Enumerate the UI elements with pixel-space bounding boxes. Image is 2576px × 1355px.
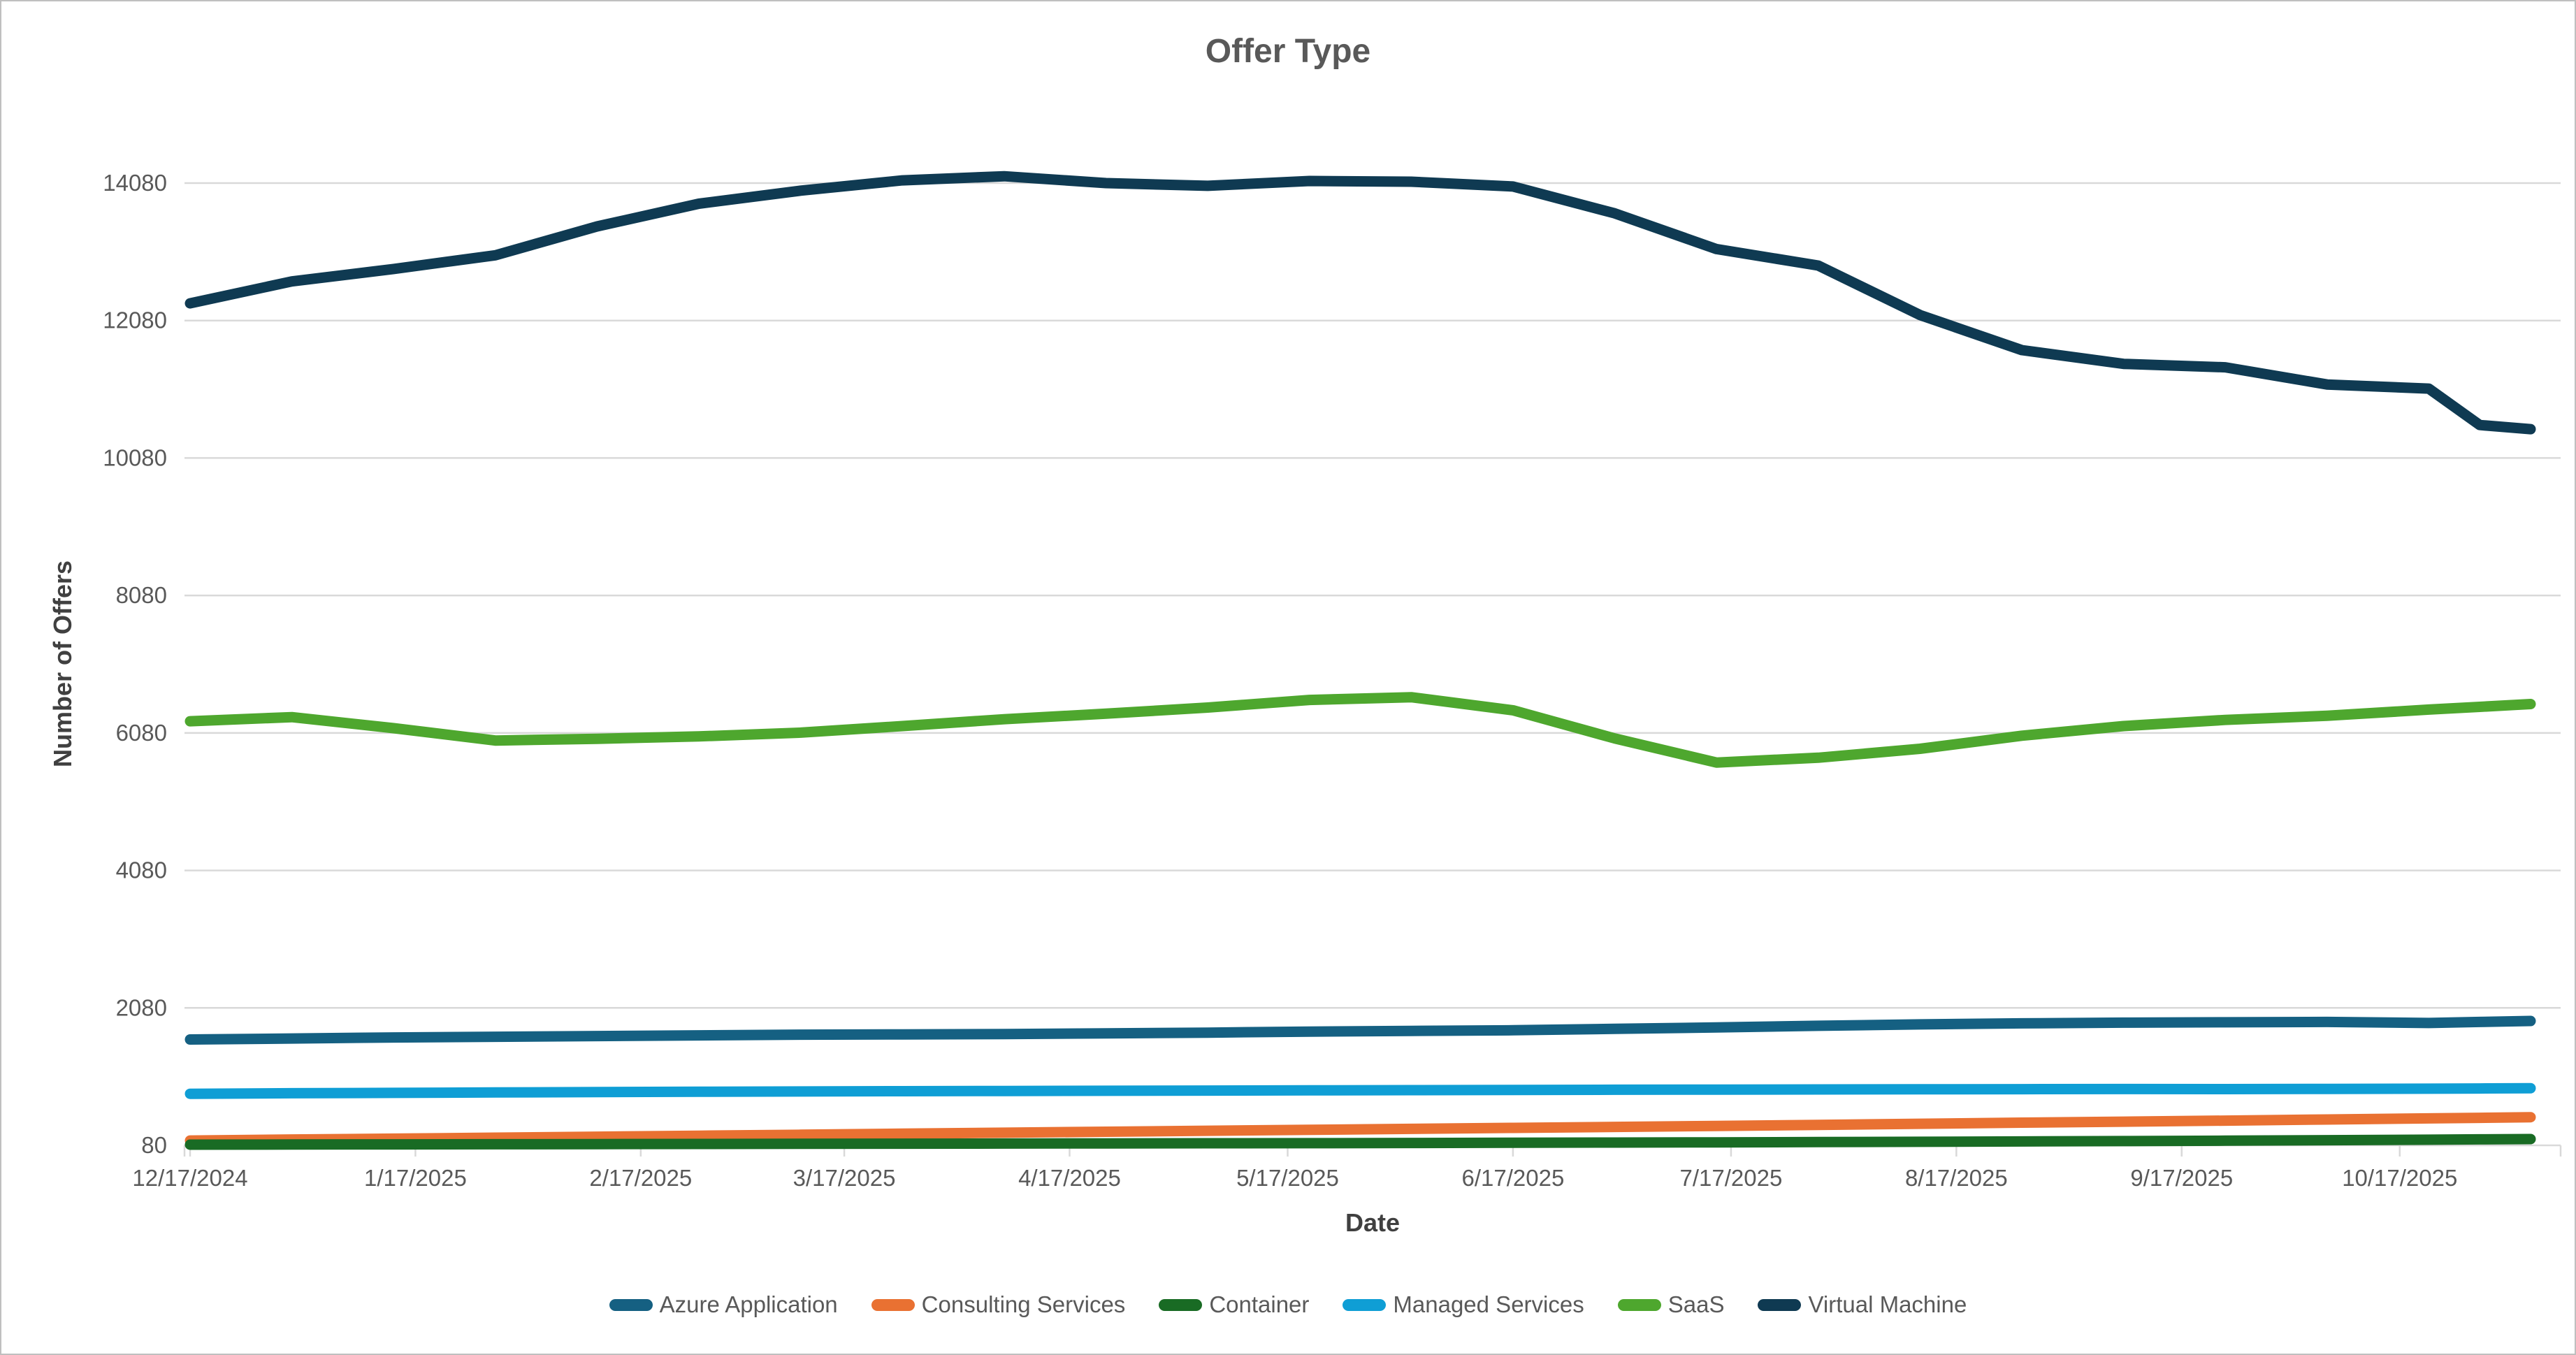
series-line-azure-application[interactable]	[184, 1015, 2536, 1045]
y-axis-tick-labels: 80 2080 4080 6080 8080 10080 12080 14080	[103, 170, 167, 1158]
y-tick-label: 10080	[103, 444, 167, 470]
chart-legend: Azure Application Consulting Services Cont…	[1, 1291, 2575, 1318]
y-tick-label: 2080	[116, 994, 167, 1020]
series-line-virtual-machine[interactable]	[184, 171, 2536, 435]
x-tick-label: 7/17/2025	[1680, 1165, 1783, 1191]
x-tick-label: 8/17/2025	[1905, 1165, 2008, 1191]
legend-item-saas[interactable]: SaaS	[1617, 1291, 1725, 1318]
chart-title: Offer Type	[1205, 33, 1371, 70]
legend-swatch-azure-application	[609, 1298, 653, 1311]
legend-item-consulting-services[interactable]: Consulting Services	[871, 1291, 1126, 1318]
legend-label-container: Container	[1209, 1291, 1310, 1317]
legend-label-azure-application: Azure Application	[659, 1291, 838, 1317]
x-tick-label: 10/17/2025	[2342, 1165, 2457, 1191]
legend-label-consulting-services: Consulting Services	[921, 1291, 1126, 1317]
series-line-managed-services[interactable]	[184, 1082, 2536, 1099]
legend-swatch-container	[1159, 1298, 1203, 1311]
y-tick-label: 6080	[116, 720, 167, 746]
x-tick-label: 9/17/2025	[2130, 1165, 2233, 1191]
legend-item-virtual-machine[interactable]: Virtual Machine	[1758, 1291, 1967, 1318]
x-tick-label: 1/17/2025	[364, 1165, 467, 1191]
legend-label-saas: SaaS	[1667, 1291, 1725, 1317]
legend-item-container[interactable]: Container	[1159, 1291, 1309, 1318]
series-line-container[interactable]	[184, 1133, 2536, 1150]
y-tick-label: 12080	[103, 307, 167, 333]
x-tick-label: 2/17/2025	[589, 1165, 692, 1191]
x-tick-label: 12/17/2024	[132, 1165, 247, 1191]
gridlines	[184, 182, 2561, 1147]
legend-item-managed-services[interactable]: Managed Services	[1343, 1291, 1584, 1318]
series-line-saas[interactable]	[184, 692, 2536, 768]
legend-label-managed-services: Managed Services	[1393, 1291, 1584, 1317]
x-tick-label: 5/17/2025	[1236, 1165, 1339, 1191]
legend-label-virtual-machine: Virtual Machine	[1808, 1291, 1967, 1317]
x-axis-title: Date	[1345, 1208, 1401, 1237]
x-tick-label: 6/17/2025	[1462, 1165, 1565, 1191]
x-tick-label: 4/17/2025	[1018, 1165, 1121, 1191]
legend-swatch-managed-services	[1343, 1298, 1387, 1311]
legend-item-azure-application[interactable]: Azure Application	[609, 1291, 838, 1318]
series-line-consulting-services[interactable]	[184, 1112, 2536, 1146]
y-tick-label: 8080	[116, 582, 167, 608]
y-tick-label: 80	[141, 1132, 167, 1158]
series-lines	[184, 171, 2536, 1150]
y-tick-label: 14080	[103, 170, 167, 196]
x-axis-tick-labels: 12/17/2024 1/17/2025 2/17/2025 3/17/2025 4/1…	[132, 1165, 2457, 1191]
legend-swatch-consulting-services	[871, 1298, 915, 1311]
legend-swatch-saas	[1617, 1298, 1661, 1311]
y-tick-label: 4080	[116, 857, 167, 883]
x-tick-label: 3/17/2025	[793, 1165, 896, 1191]
legend-swatch-virtual-machine	[1758, 1298, 1802, 1311]
